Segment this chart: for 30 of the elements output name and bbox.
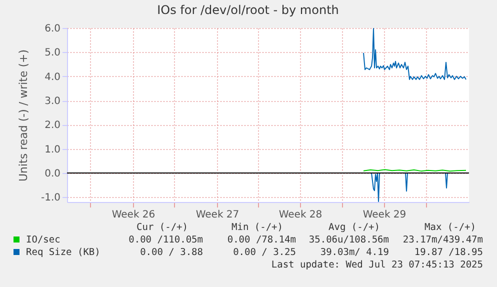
y-tick-label: 4.0: [44, 72, 60, 83]
text: 0.00 /78.14m: [227, 234, 296, 246]
text: 39.03m/ 4.19: [320, 247, 390, 258]
line-series: [363, 28, 466, 80]
text: 0.00 / 3.88: [140, 247, 204, 258]
y-tick-label: -1.0: [40, 192, 60, 204]
legend-label: IO/sec: [26, 234, 60, 246]
y-tick-label: 0.0: [44, 168, 60, 180]
chart-title: IOs for /dev/ol/root - by month: [157, 3, 339, 17]
legend-label: Req Size (KB): [26, 247, 100, 258]
y-axis-title: Units read (-) / write (+): [16, 49, 30, 182]
text: Avg (-/+): [328, 222, 380, 233]
text: 23.17m/439.47m: [402, 234, 484, 246]
x-tick-label: Week 28: [278, 210, 322, 220]
x-tick-label: Week 29: [362, 210, 406, 220]
y-tick-label: 6.0: [44, 24, 60, 34]
text: Cur (-/+): [136, 222, 188, 233]
text: Last update: Wed Jul 23 07:45:13 2025: [271, 260, 483, 270]
y-tick-label: 1.0: [44, 144, 60, 156]
y-tick-label: 5.0: [44, 48, 60, 59]
text: 19.87 /18.95: [414, 247, 483, 258]
text: 0.00 / 3.25: [233, 247, 296, 258]
text: Max (-/+): [424, 222, 476, 233]
x-tick-label: Week 26: [112, 210, 156, 220]
x-tick-label: Week 27: [196, 210, 240, 220]
text: Min (-/+): [232, 222, 283, 233]
text: 35.06u/108.56m: [308, 234, 390, 246]
y-tick-label: 3.0: [44, 96, 60, 107]
y-tick-label: 2.0: [44, 120, 60, 132]
text: 0.00 /110.05m: [128, 234, 204, 246]
